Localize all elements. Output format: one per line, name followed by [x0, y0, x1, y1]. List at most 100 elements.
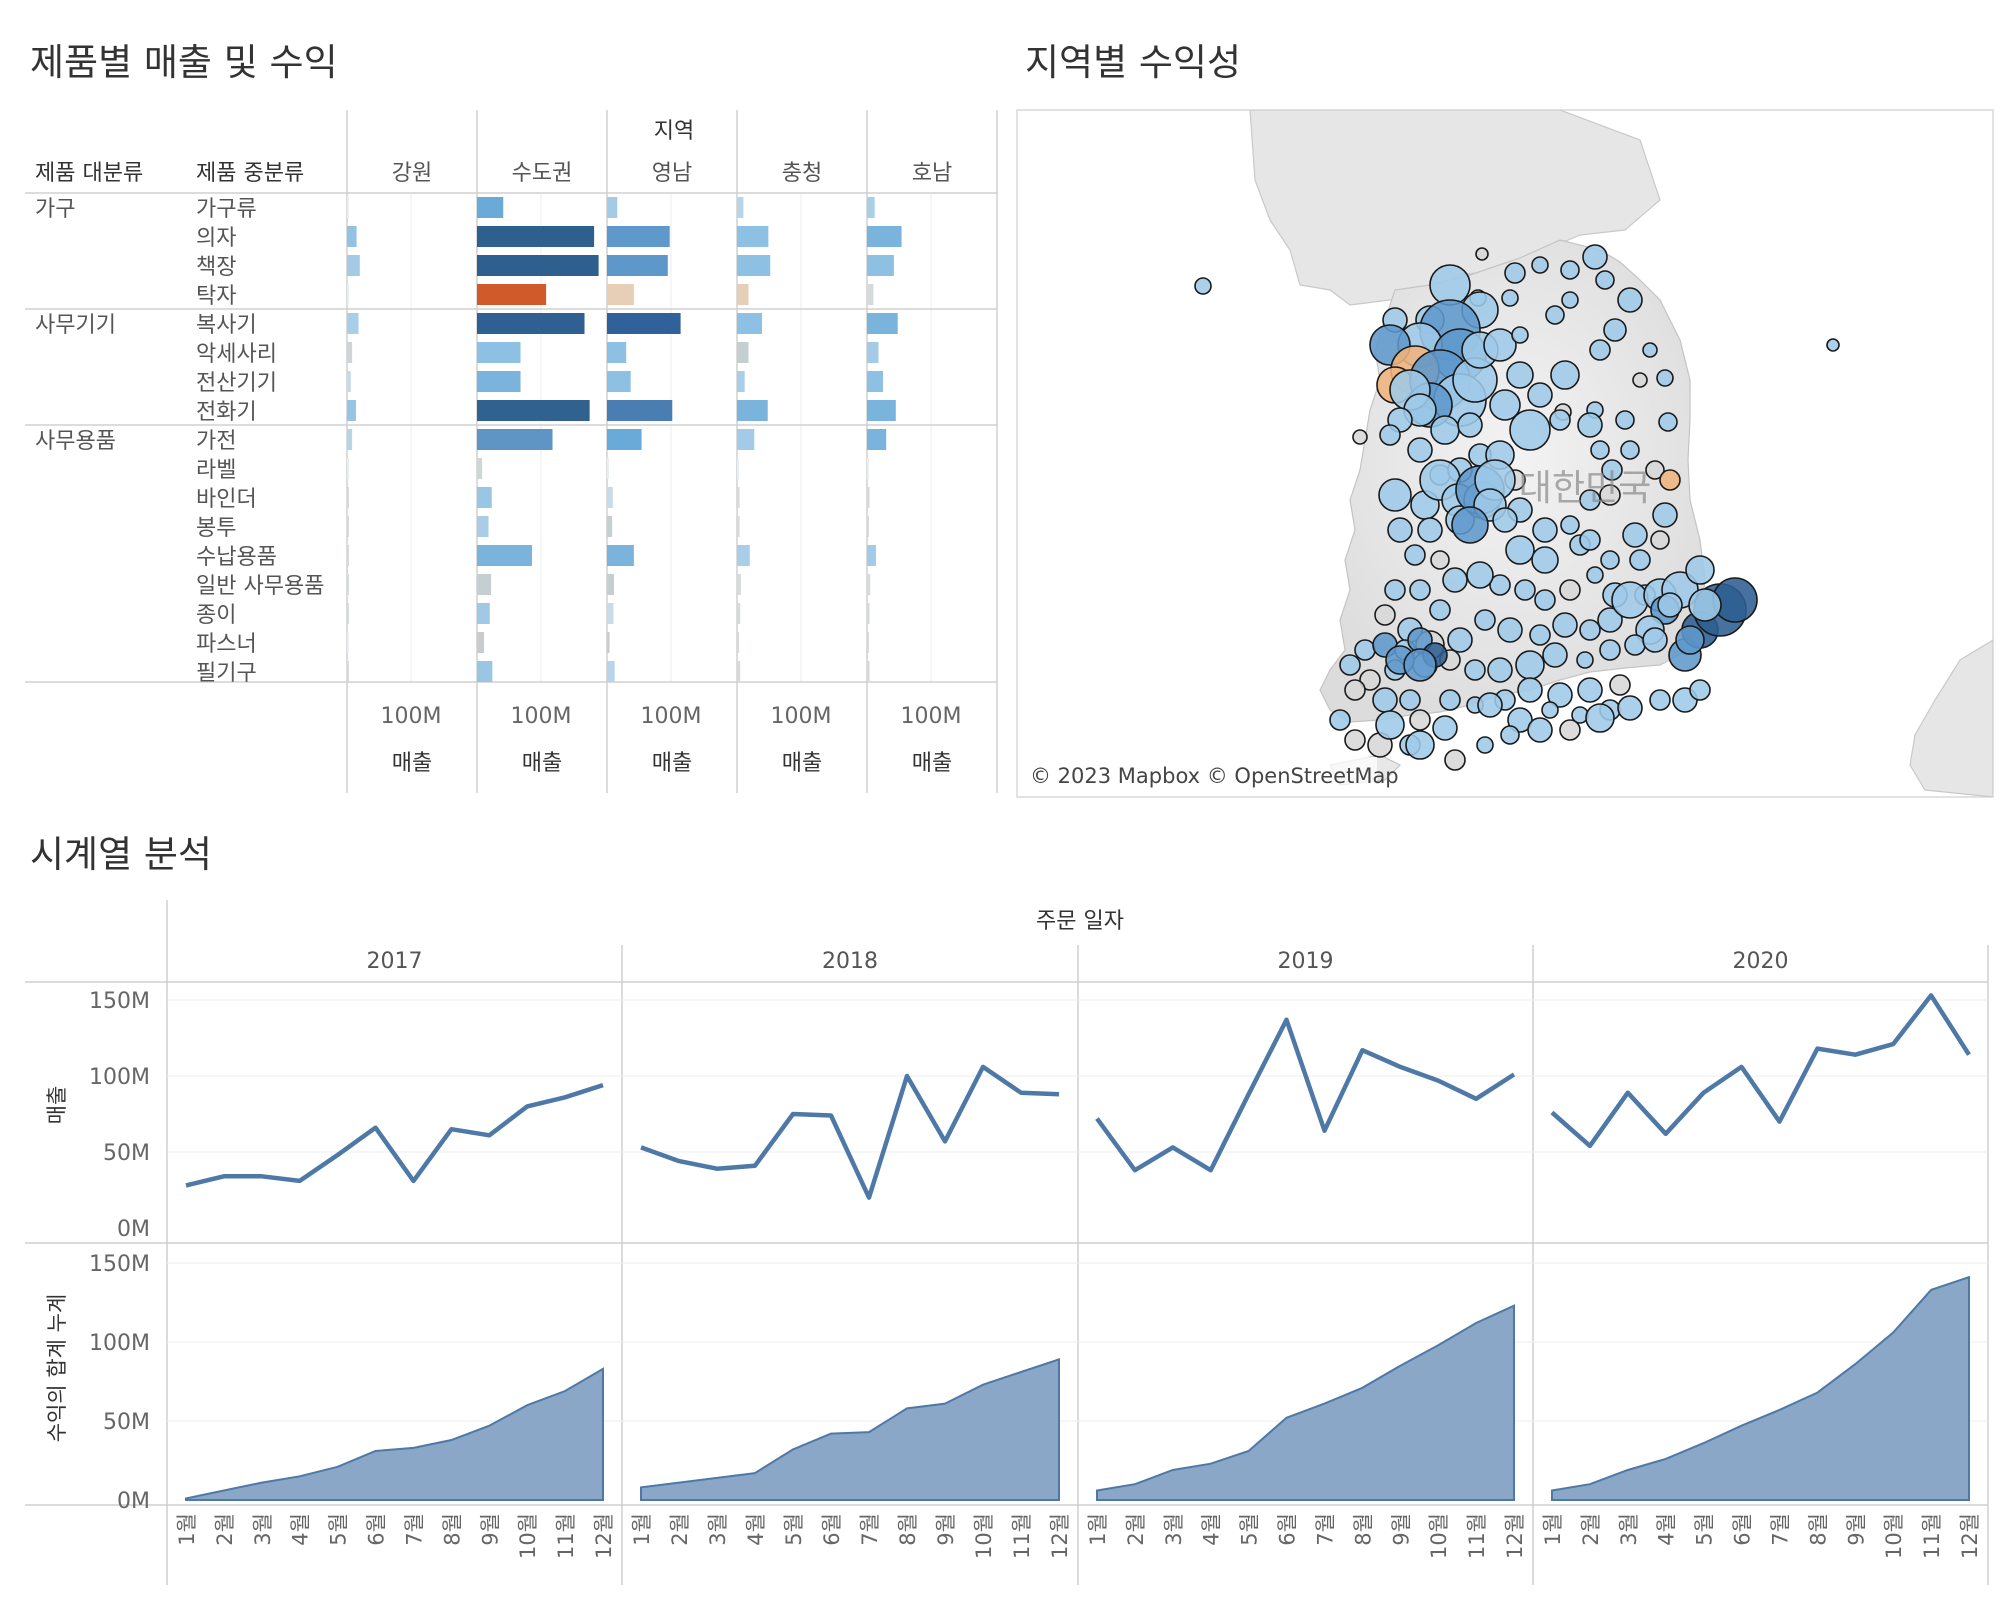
map-bubble[interactable] — [1617, 695, 1643, 721]
map-bubble[interactable] — [1517, 677, 1543, 703]
bar-충청-가구류[interactable] — [737, 197, 744, 218]
map-bubble[interactable] — [1579, 489, 1601, 511]
map-bubble[interactable] — [1658, 412, 1678, 432]
map-bubble[interactable] — [1659, 469, 1681, 491]
map-bubble[interactable] — [1549, 409, 1571, 431]
map-bubble[interactable] — [1507, 707, 1533, 733]
map-bubble[interactable] — [1405, 730, 1435, 760]
bar-충청-필기구[interactable] — [737, 661, 741, 682]
map-bubble[interactable] — [1576, 651, 1594, 669]
map-bubble[interactable] — [1550, 360, 1580, 390]
profit-area-2019[interactable] — [1096, 1304, 1515, 1501]
bar-호남-필기구[interactable] — [867, 661, 870, 682]
bar-호남-수납용품[interactable] — [867, 545, 876, 566]
bar-호남-전화기[interactable] — [867, 400, 896, 421]
bar-강원-라벨[interactable] — [347, 458, 349, 479]
map-bubble[interactable] — [1417, 517, 1443, 543]
map-bubble[interactable] — [1600, 550, 1620, 570]
map-bubble[interactable] — [1527, 717, 1553, 743]
map-bubble[interactable] — [1685, 555, 1715, 585]
map-bubble[interactable] — [1579, 529, 1601, 551]
map-bubble[interactable] — [1430, 415, 1460, 445]
bar-호남-악세사리[interactable] — [867, 342, 879, 363]
map-bubble[interactable] — [1559, 579, 1581, 601]
bar-충청-바인더[interactable] — [737, 487, 740, 508]
bar-충청-봉투[interactable] — [737, 516, 740, 537]
map-bubble[interactable] — [1464, 659, 1486, 681]
bar-영남-라벨[interactable] — [607, 458, 609, 479]
bar-충청-복사기[interactable] — [737, 313, 762, 334]
bar-강원-가전[interactable] — [347, 429, 353, 450]
map-bubble[interactable] — [1511, 326, 1529, 344]
bar-충청-탁자[interactable] — [737, 284, 749, 305]
bar-수도권-필기구[interactable] — [477, 661, 493, 682]
map-bubble[interactable] — [1620, 440, 1640, 460]
bar-강원-악세사리[interactable] — [347, 342, 353, 363]
map-bubble[interactable] — [1474, 609, 1496, 631]
bar-수도권-종이[interactable] — [477, 603, 490, 624]
bar-충청-의자[interactable] — [737, 226, 769, 247]
bar-강원-탁자[interactable] — [347, 284, 349, 305]
bar-marks[interactable] — [347, 197, 902, 682]
bar-영남-복사기[interactable] — [607, 313, 681, 334]
bar-충청-책장[interactable] — [737, 255, 771, 276]
map-bubble[interactable] — [1531, 546, 1559, 574]
map-bubble[interactable] — [1375, 710, 1405, 740]
bar-강원-복사기[interactable] — [347, 313, 359, 334]
map-bubble[interactable] — [1384, 579, 1406, 601]
bar-수도권-파스너[interactable] — [477, 632, 485, 653]
bar-영남-의자[interactable] — [607, 226, 670, 247]
map-bubble[interactable] — [1656, 369, 1674, 387]
bar-수도권-라벨[interactable] — [477, 458, 483, 479]
map-bubble[interactable] — [1194, 277, 1212, 295]
bar-영남-파스너[interactable] — [607, 632, 610, 653]
map-bubble[interactable] — [1826, 338, 1840, 352]
map-bubble[interactable] — [1475, 247, 1489, 261]
map-bubble[interactable] — [1492, 507, 1518, 533]
bar-수도권-의자[interactable] — [477, 226, 595, 247]
map-bubble[interactable] — [1597, 607, 1623, 633]
map-bubble[interactable] — [1374, 604, 1396, 626]
map-bubble[interactable] — [1577, 677, 1603, 703]
sales-line-2020[interactable] — [1550, 993, 1971, 1149]
map-bubble[interactable] — [1329, 709, 1351, 731]
map-bubble[interactable] — [1542, 642, 1568, 668]
bar-호남-가전[interactable] — [867, 429, 887, 450]
bar-충청-전화기[interactable] — [737, 400, 768, 421]
map-bubble[interactable] — [1501, 289, 1519, 307]
map-bubble[interactable] — [1615, 410, 1635, 430]
map-bubble[interactable] — [1632, 372, 1648, 388]
profit-map[interactable]: 대한민국 © 2023 Mapbox © OpenStreetMap — [1016, 109, 1994, 798]
map-bubble[interactable] — [1457, 412, 1483, 438]
map-bubble[interactable] — [1504, 262, 1526, 284]
bar-수도권-책장[interactable] — [477, 255, 599, 276]
map-bubble[interactable] — [1487, 657, 1513, 683]
map-bubble[interactable] — [1590, 440, 1610, 460]
map-bubble[interactable] — [1586, 566, 1604, 584]
bar-충청-라벨[interactable] — [737, 458, 739, 479]
map-bubble[interactable] — [1560, 260, 1580, 280]
map-bubble[interactable] — [1359, 669, 1381, 691]
profit-area-2017[interactable] — [185, 1367, 604, 1501]
map-bubble[interactable] — [1430, 550, 1450, 570]
map-bubble[interactable] — [1466, 561, 1494, 589]
bar-호남-봉투[interactable] — [867, 516, 869, 537]
bar-영남-바인더[interactable] — [607, 487, 613, 508]
map-bubble[interactable] — [1489, 389, 1521, 421]
bar-수도권-봉투[interactable] — [477, 516, 489, 537]
bar-충청-일반 사무용품[interactable] — [737, 574, 741, 595]
profit-area-2020[interactable] — [1551, 1275, 1970, 1501]
bar-영남-전화기[interactable] — [607, 400, 673, 421]
bar-충청-파스너[interactable] — [737, 632, 739, 653]
map-bubble[interactable] — [1611, 581, 1649, 619]
map-bubble[interactable] — [1609, 674, 1631, 696]
map-bubble[interactable] — [1585, 703, 1615, 733]
bar-수도권-전산기기[interactable] — [477, 371, 521, 392]
sales-line-2017[interactable] — [185, 1082, 604, 1188]
bar-호남-바인더[interactable] — [867, 487, 870, 508]
bar-수도권-일반 사무용품[interactable] — [477, 574, 492, 595]
bar-수도권-탁자[interactable] — [477, 284, 547, 305]
map-bubble[interactable] — [1599, 484, 1621, 506]
bar-호남-탁자[interactable] — [867, 284, 874, 305]
map-bubble[interactable] — [1497, 617, 1523, 643]
